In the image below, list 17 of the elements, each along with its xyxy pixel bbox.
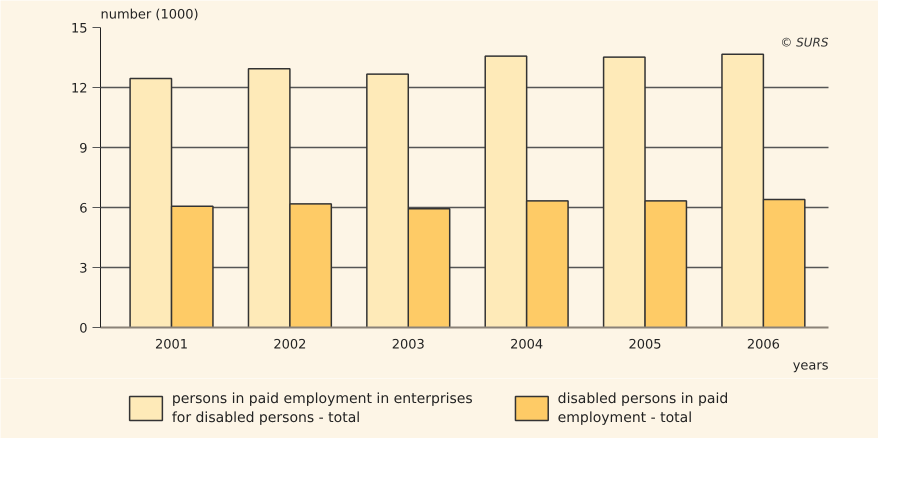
y-tick-label: 3 bbox=[79, 262, 88, 276]
x-tick-label: 2002 bbox=[273, 338, 306, 352]
legend-label: disabled persons in paid employment - total bbox=[558, 390, 728, 426]
x-axis-title: years bbox=[792, 358, 829, 374]
x-tick-label: 2003 bbox=[392, 338, 425, 352]
y-tick-label: 0 bbox=[79, 322, 88, 336]
y-tick-label: 15 bbox=[70, 22, 88, 36]
y-tick-label: 12 bbox=[70, 82, 88, 96]
legend-label: persons in paid employment in enterprises for disabled persons - total bbox=[172, 390, 473, 426]
x-tick-label: 2006 bbox=[746, 338, 780, 352]
x-tick-label: 2005 bbox=[628, 338, 662, 352]
y-axis-title: number (1000) bbox=[100, 8, 199, 22]
x-tick-label: 2001 bbox=[154, 338, 188, 352]
y-tick-label: 6 bbox=[79, 202, 88, 216]
annotation: © SURS bbox=[780, 36, 829, 50]
y-tick-label: 9 bbox=[79, 142, 88, 156]
x-tick-label: 2004 bbox=[510, 338, 544, 352]
